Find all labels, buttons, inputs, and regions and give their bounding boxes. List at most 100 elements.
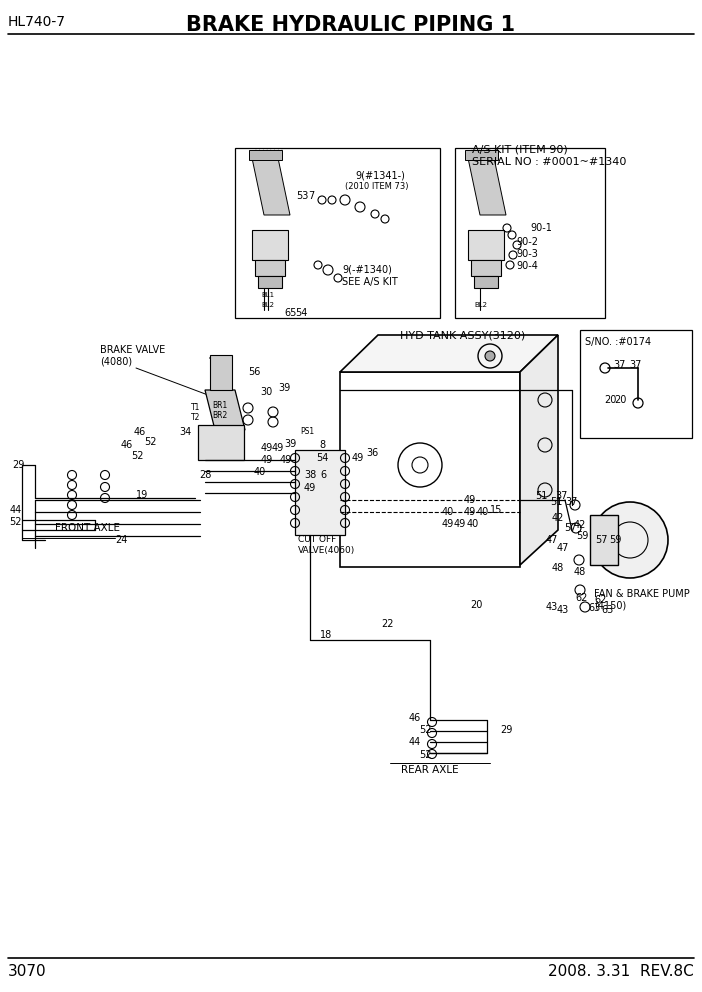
Text: BL2: BL2 [261, 302, 274, 308]
Bar [468, 230, 504, 260]
Text: 62: 62 [575, 593, 588, 603]
Text: A/S KIT (ITEM 90): A/S KIT (ITEM 90) [472, 145, 568, 155]
Text: 40: 40 [467, 519, 479, 529]
Text: 15: 15 [490, 505, 503, 515]
Bar [474, 276, 498, 288]
Text: 49: 49 [442, 519, 454, 529]
Text: 29: 29 [500, 725, 512, 735]
Text: 18: 18 [320, 630, 332, 640]
Text: 37: 37 [614, 360, 626, 370]
Text: 48: 48 [574, 567, 586, 577]
Bar [465, 150, 498, 160]
Text: 90-1: 90-1 [530, 223, 552, 233]
Text: 42: 42 [552, 513, 564, 523]
Bar [590, 515, 618, 565]
Text: 51: 51 [536, 491, 548, 501]
Text: BR2: BR2 [212, 411, 227, 420]
Text: 40: 40 [477, 507, 489, 517]
Text: 2008. 3.31  REV.8C: 2008. 3.31 REV.8C [548, 964, 694, 979]
Text: 54: 54 [295, 308, 307, 318]
Text: 37: 37 [566, 497, 578, 507]
Text: 49: 49 [261, 455, 273, 465]
Text: 39: 39 [284, 439, 296, 449]
Text: 52: 52 [144, 437, 157, 447]
Bar [210, 355, 232, 390]
Text: 56: 56 [248, 367, 260, 377]
Text: BRAKE HYDRAULIC PIPING 1: BRAKE HYDRAULIC PIPING 1 [187, 15, 515, 35]
Text: 9(#1341-): 9(#1341-) [355, 170, 405, 180]
Text: 47: 47 [545, 535, 558, 545]
Bar [455, 148, 605, 318]
Bar [255, 260, 285, 276]
Text: 8: 8 [319, 440, 325, 450]
Polygon shape [520, 335, 558, 565]
Text: 43: 43 [545, 602, 558, 612]
Text: 54: 54 [316, 453, 329, 463]
Text: 38: 38 [304, 470, 316, 480]
Bar [198, 425, 244, 460]
Text: 63: 63 [588, 603, 600, 613]
Text: 47: 47 [557, 543, 569, 553]
Text: 6: 6 [320, 470, 326, 480]
Text: 37: 37 [555, 491, 567, 501]
Text: 52: 52 [131, 451, 143, 461]
Text: 63: 63 [601, 605, 613, 615]
Bar [258, 276, 282, 288]
Bar [235, 148, 440, 318]
Text: 44: 44 [409, 737, 421, 747]
Text: 59: 59 [576, 531, 588, 541]
Text: 46: 46 [134, 427, 146, 437]
Text: 29: 29 [13, 460, 25, 470]
Text: 49: 49 [261, 443, 273, 453]
Polygon shape [468, 158, 506, 215]
Text: CUT OFF
VALVE(4060): CUT OFF VALVE(4060) [298, 536, 355, 555]
Text: 9(-#1340): 9(-#1340) [342, 265, 392, 275]
Text: 52: 52 [419, 725, 431, 735]
Text: S/NO. :#0174: S/NO. :#0174 [585, 337, 651, 347]
Text: 90-3: 90-3 [516, 249, 538, 259]
Text: 49: 49 [464, 495, 476, 505]
Text: 62: 62 [594, 595, 607, 605]
Text: BRAKE VALVE
(4080): BRAKE VALVE (4080) [100, 345, 165, 367]
Text: (2010 ITEM 73): (2010 ITEM 73) [345, 182, 409, 190]
Text: T2: T2 [191, 414, 200, 423]
Bar [580, 330, 692, 438]
Text: 59: 59 [609, 535, 621, 545]
Text: 49: 49 [280, 455, 292, 465]
Text: 49: 49 [304, 483, 316, 493]
Text: 46: 46 [409, 713, 421, 723]
Text: 37: 37 [629, 360, 641, 370]
Text: 65: 65 [284, 308, 296, 318]
Text: 7: 7 [308, 191, 314, 201]
Text: 39: 39 [278, 383, 290, 393]
Polygon shape [205, 390, 245, 430]
Text: 90-2: 90-2 [516, 237, 538, 247]
Text: SEE A/S KIT: SEE A/S KIT [342, 277, 398, 287]
Text: 20: 20 [614, 395, 626, 405]
Text: 48: 48 [552, 563, 564, 573]
Polygon shape [340, 335, 558, 372]
Text: PS1: PS1 [300, 428, 314, 436]
Text: 22: 22 [382, 619, 395, 629]
Text: BL1: BL1 [261, 292, 274, 298]
Text: BL2: BL2 [474, 302, 487, 308]
Bar [249, 150, 282, 160]
Text: 46: 46 [121, 440, 133, 450]
Text: 36: 36 [366, 448, 378, 458]
Text: REAR AXLE: REAR AXLE [401, 765, 459, 775]
Text: 49: 49 [352, 453, 364, 463]
Text: HL740-7: HL740-7 [8, 15, 66, 29]
Text: 40: 40 [442, 507, 454, 517]
Text: SERIAL NO : #0001~#1340: SERIAL NO : #0001~#1340 [472, 157, 626, 167]
Text: FRONT AXLE: FRONT AXLE [55, 523, 120, 533]
Circle shape [485, 351, 495, 361]
Text: T1: T1 [191, 404, 200, 413]
Text: 52: 52 [419, 750, 431, 760]
Text: 20: 20 [604, 395, 616, 405]
Text: 57: 57 [595, 535, 607, 545]
Text: 90-4: 90-4 [516, 261, 538, 271]
Bar [295, 450, 345, 535]
Text: 51: 51 [550, 497, 562, 507]
Text: 30: 30 [260, 387, 272, 397]
Text: 49: 49 [464, 507, 476, 517]
